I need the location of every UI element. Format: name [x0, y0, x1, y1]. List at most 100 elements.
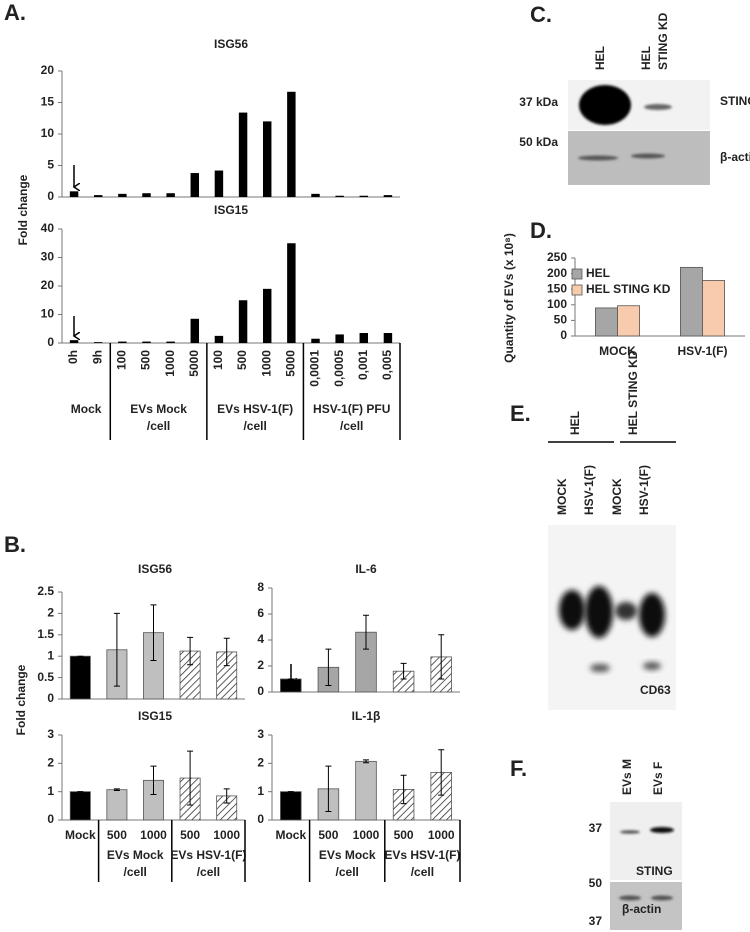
bar [214, 170, 224, 197]
bar [383, 195, 393, 197]
x-tick-label: MOCK [599, 344, 636, 358]
y-tick-label: 10 [41, 307, 55, 321]
bar [93, 195, 103, 197]
y-tick-label: 30 [41, 250, 55, 264]
bar [262, 288, 272, 343]
error-bar [223, 788, 230, 804]
y-tick-label: 3 [257, 727, 264, 741]
x-tick-label: 100 [211, 350, 225, 370]
bar [262, 121, 272, 197]
error-bar [363, 614, 369, 650]
error-bar [223, 637, 230, 667]
y-tick-label: 2.5 [37, 584, 54, 598]
group-label: HEL [568, 411, 582, 435]
group-label: EVs Mock [130, 402, 187, 416]
x-tick-label: 9h [90, 350, 104, 364]
lane-label: HEL [593, 46, 607, 70]
bar [190, 173, 200, 197]
error-bar [150, 765, 157, 795]
lane-label: MOCK [610, 478, 624, 515]
panel-label: A. [4, 0, 26, 25]
x-tick-label: 1000 [163, 350, 177, 377]
y-tick-label: 20 [41, 63, 55, 77]
x-tick-label: 1000 [428, 828, 455, 842]
panel-label: B. [4, 532, 26, 557]
bar [359, 195, 369, 197]
y-tick-label: 1.5 [37, 627, 54, 641]
lane-label: HSV-1(F) [582, 465, 596, 515]
lane-label: EVs M [620, 759, 634, 795]
band-label: β-actin [720, 150, 750, 164]
y-tick-label: 0 [47, 189, 54, 203]
bar [238, 300, 248, 343]
marker-label: 37 [589, 821, 603, 835]
bar [93, 342, 103, 343]
error-bar [113, 788, 120, 792]
y-axis-label: Fold change [16, 174, 30, 245]
error-bar [363, 759, 369, 764]
group-label: /cell [147, 419, 170, 433]
y-tick-label: 2 [257, 756, 264, 770]
band-label: β-actin [622, 902, 661, 916]
y-axis-label: Quantity of EVs (x 10⁸) [502, 233, 516, 363]
y-tick-label: 2 [47, 756, 54, 770]
bar [335, 195, 344, 197]
arrows [74, 165, 291, 810]
x-tick-label: 1000 [213, 828, 240, 842]
x-tick-label: 0,0005 [332, 350, 346, 387]
error-bar [113, 612, 120, 687]
panel-label: C. [530, 2, 552, 27]
chart-title: ISG56 [138, 562, 172, 576]
bar [355, 760, 377, 821]
x-tick-label: 0h [66, 350, 80, 364]
y-axis-label: Fold change [14, 664, 28, 735]
chart-title: IL-1β [352, 709, 381, 723]
x-tick-label: 500 [394, 828, 414, 842]
x-tick-label: 0,001 [356, 350, 370, 380]
error-bar [325, 648, 332, 686]
bar [595, 307, 618, 337]
bar [287, 243, 296, 343]
group-label: EVs Mock [319, 848, 376, 862]
y-tick-label: 0.5 [37, 670, 54, 684]
group-label: EVs HSV-1(F) [217, 402, 293, 416]
error-bar [187, 750, 194, 806]
bar [142, 193, 151, 197]
group-label: HSV-1(F) PFU [313, 402, 390, 416]
bar [166, 193, 175, 197]
lane-label: HEL [639, 46, 653, 70]
bar [142, 341, 151, 343]
x-tick-label: 500 [180, 828, 200, 842]
bar [280, 678, 302, 693]
bar [214, 335, 224, 343]
bar [680, 266, 703, 337]
x-tick-label: Mock [65, 828, 96, 842]
marker-label: 37 kDa [519, 95, 558, 109]
band-label: CD63 [640, 683, 671, 697]
y-tick-label: 200 [547, 266, 567, 280]
group-label: Mock [71, 402, 102, 416]
group-label: EVs HSV-1(F) [384, 848, 460, 862]
band-label: STING [720, 94, 750, 108]
lane-label: MOCK [555, 478, 569, 515]
x-tick-label: 0,0001 [308, 350, 322, 387]
bar [359, 333, 369, 343]
legend-swatch [571, 268, 583, 280]
y-tick-label: 6 [257, 606, 264, 620]
x-tick-label: 500 [318, 828, 338, 842]
error-bar [187, 636, 194, 666]
blot-e: HEL HEL STING KD MOCK HSV-1(F) MOCK HSV-… [548, 350, 676, 710]
y-tick-label: 250 [547, 250, 567, 264]
y-tick-label: 100 [547, 297, 567, 311]
legend-label: HEL STING KD [586, 282, 671, 296]
group-label: /cell [124, 865, 147, 879]
group-label: EVs HSV-1(F) [170, 848, 246, 862]
x-tick-label: 0,005 [380, 350, 394, 380]
error-bar [438, 749, 445, 796]
x-tick-label: 500 [107, 828, 127, 842]
bar [69, 191, 79, 197]
bar [238, 112, 248, 197]
y-tick-label: 0 [47, 335, 54, 349]
y-tick-label: 0 [47, 691, 54, 705]
error-bar [325, 765, 332, 812]
